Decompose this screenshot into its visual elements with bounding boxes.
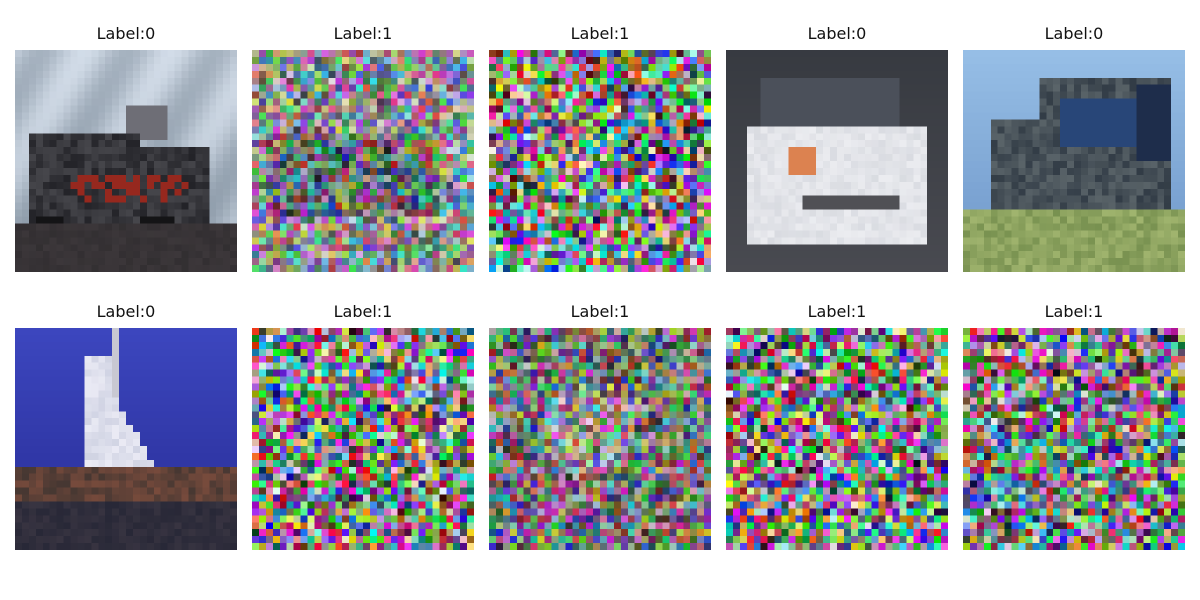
panel-title: Label:1 (333, 302, 393, 321)
panel-title: Label:0 (96, 302, 156, 321)
panel-title: Label:0 (807, 24, 867, 43)
panel-title: Label:0 (1044, 24, 1104, 43)
panel-title: Label:1 (570, 302, 630, 321)
panel-image-noise (726, 328, 948, 550)
panel-image-white-car (726, 50, 948, 272)
panel-title: Label:1 (1044, 302, 1104, 321)
panel-image-dark-noise (963, 328, 1185, 550)
panel-image-noise (489, 50, 711, 272)
panel-image-truck (15, 50, 237, 272)
panel-title: Label:1 (807, 302, 867, 321)
panel-image-sailboat (15, 328, 237, 550)
panel-title: Label:1 (333, 24, 393, 43)
panel-title: Label:0 (96, 24, 156, 43)
panel-image-noise (252, 328, 474, 550)
panel-title: Label:1 (570, 24, 630, 43)
panel-image-noisy-blob (489, 328, 711, 550)
panel-image-noisy-vehicle (252, 50, 474, 272)
panel-image-blue-truck (963, 50, 1185, 272)
